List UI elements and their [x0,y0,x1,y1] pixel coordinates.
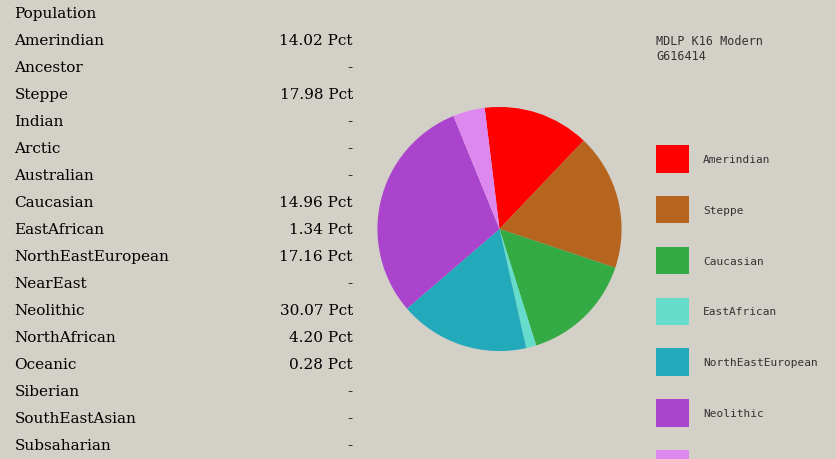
Text: EastAfrican: EastAfrican [14,223,104,236]
Text: Oceanic: Oceanic [14,358,77,371]
Text: -: - [348,168,353,183]
Text: Neolithic: Neolithic [14,303,85,318]
Text: 14.96 Pct: 14.96 Pct [279,196,353,209]
Text: Steppe: Steppe [703,205,743,215]
Text: 4.20 Pct: 4.20 Pct [289,330,353,345]
Text: -: - [348,412,353,425]
Text: Arctic: Arctic [14,141,61,156]
Text: -: - [348,141,353,156]
Text: NorthEastEuropean: NorthEastEuropean [703,358,818,367]
Text: Population: Population [14,6,97,21]
FancyBboxPatch shape [656,146,689,173]
Text: Subsaharian: Subsaharian [14,438,111,453]
Text: -: - [348,385,353,398]
Text: 0.28 Pct: 0.28 Pct [289,358,353,371]
Wedge shape [499,230,615,346]
Text: Amerindian: Amerindian [14,34,104,47]
Text: Neolithic: Neolithic [703,408,764,418]
Text: NorthEastEuropean: NorthEastEuropean [14,250,170,263]
FancyBboxPatch shape [656,298,689,325]
Text: 17.98 Pct: 17.98 Pct [279,88,353,101]
Wedge shape [499,230,536,348]
FancyBboxPatch shape [656,196,689,224]
Text: Caucasian: Caucasian [703,256,764,266]
Text: Indian: Indian [14,114,64,129]
Text: 14.02 Pct: 14.02 Pct [279,34,353,47]
Text: NearEast: NearEast [14,276,87,291]
Text: MDLP K16 Modern
G616414: MDLP K16 Modern G616414 [656,35,763,62]
Text: -: - [348,276,353,291]
Text: -: - [348,438,353,453]
Text: Amerindian: Amerindian [703,155,771,164]
Wedge shape [378,117,499,309]
Text: 17.16 Pct: 17.16 Pct [279,250,353,263]
Wedge shape [485,108,584,230]
Text: Caucasian: Caucasian [14,196,94,209]
Text: Ancestor: Ancestor [14,61,84,74]
Wedge shape [499,141,621,268]
Wedge shape [453,109,499,230]
FancyBboxPatch shape [656,349,689,376]
Text: EastAfrican: EastAfrican [703,307,777,317]
Text: SouthEastAsian: SouthEastAsian [14,412,136,425]
Text: -: - [348,114,353,129]
Text: -: - [348,61,353,74]
Text: Siberian: Siberian [14,385,79,398]
Text: 30.07 Pct: 30.07 Pct [279,303,353,318]
FancyBboxPatch shape [656,247,689,274]
Text: NorthAfrican: NorthAfrican [14,330,116,345]
Wedge shape [407,230,526,351]
FancyBboxPatch shape [656,399,689,427]
FancyBboxPatch shape [656,450,689,459]
Text: Australian: Australian [14,168,94,183]
Text: Steppe: Steppe [14,88,69,101]
Text: 1.34 Pct: 1.34 Pct [289,223,353,236]
